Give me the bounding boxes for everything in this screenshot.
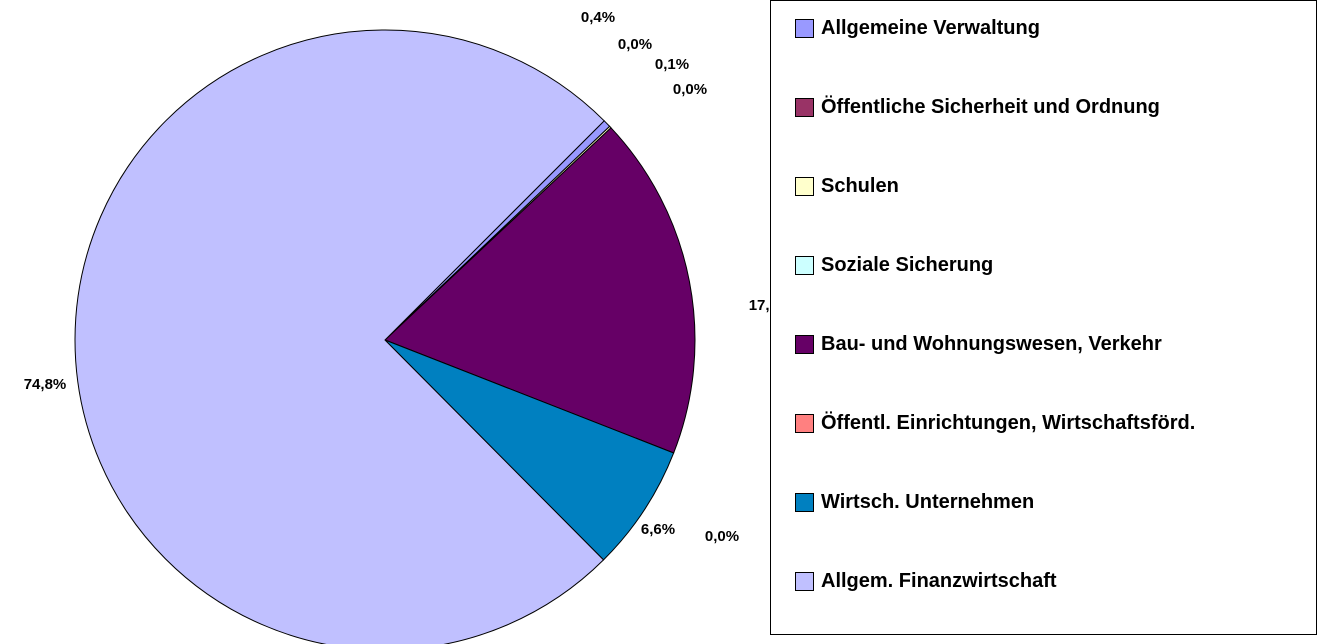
legend-label: Soziale Sicherung — [821, 254, 994, 276]
legend-label: Wirtsch. Unternehmen — [821, 491, 1035, 513]
legend-swatch — [795, 256, 814, 275]
legend-label: Schulen — [821, 175, 899, 197]
data-label: 0,1% — [655, 56, 689, 73]
pie-slice — [74, 29, 605, 644]
legend-swatch — [795, 98, 814, 117]
legend: Allgemeine Verwaltung Öffentliche Sicherh… — [770, 0, 1317, 635]
legend-swatch — [795, 572, 814, 591]
legend-swatch — [795, 177, 814, 196]
pie-slice — [384, 127, 696, 454]
data-label: 6,6% — [641, 521, 675, 538]
data-label: 0,4% — [581, 9, 615, 26]
data-label: 0,0% — [705, 528, 739, 545]
legend-swatch — [795, 414, 814, 433]
legend-swatch — [795, 19, 814, 38]
pie-slice — [384, 339, 675, 561]
data-label: 74,8% — [24, 376, 67, 393]
legend-label: Allgemeine Verwaltung — [821, 17, 1040, 39]
legend-label: Bau- und Wohnungswesen, Verkehr — [821, 333, 1162, 355]
legend-label: Öffentl. Einrichtungen, Wirtschaftsförd. — [821, 412, 1196, 434]
legend-label: Öffentliche Sicherheit und Ordnung — [821, 96, 1160, 118]
data-label: 0,0% — [618, 36, 652, 53]
legend-swatch — [795, 493, 814, 512]
legend-swatch — [795, 335, 814, 354]
legend-label: Allgem. Finanzwirtschaft — [821, 570, 1057, 592]
data-label: 0,0% — [673, 81, 707, 98]
